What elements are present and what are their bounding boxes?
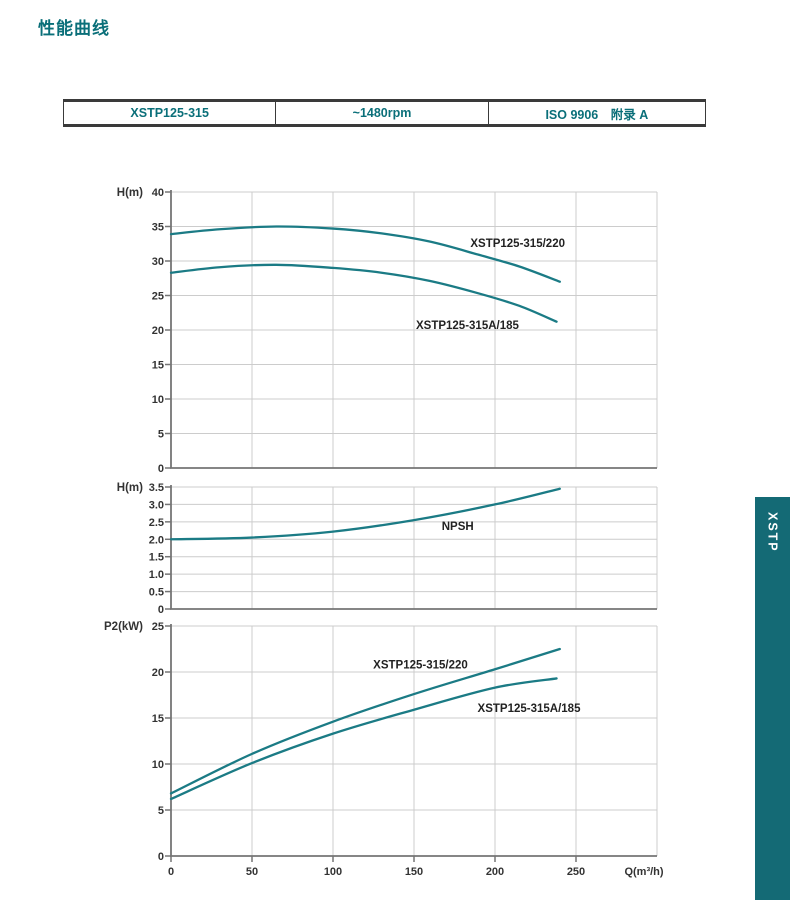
curve-label: NPSH [442, 521, 474, 533]
y-tick-label: 15 [152, 713, 164, 725]
x-tick-label: 0 [168, 866, 174, 878]
x-tick-label: 200 [486, 866, 504, 878]
y-tick-label: 0 [158, 604, 164, 616]
curve-XSTP125-315A/185 [169, 263, 558, 323]
y-tick-label: 1.5 [149, 552, 164, 564]
y-tick-label: 2.0 [149, 534, 164, 546]
y-tick-label: 5 [158, 429, 164, 441]
y-tick-label: 1.0 [149, 569, 164, 581]
y-tick-label: 0 [158, 851, 164, 863]
y-tick-label: 10 [152, 394, 164, 406]
y-tick-label: 5 [158, 805, 164, 817]
series-tab-label: XSTP [765, 512, 780, 553]
y-tick-label: 20 [152, 325, 164, 337]
curve-label: XSTP125-315/220 [373, 660, 468, 672]
y-tick-label: 15 [152, 360, 164, 372]
spec-table: XSTP125-315 ~1480rpm ISO 9906 附录 A [63, 99, 706, 127]
y-tick-label: 10 [152, 759, 164, 771]
y-tick-label: 40 [152, 187, 164, 199]
y-tick-label: 3.5 [149, 482, 164, 494]
x-axis-unit: Q(m³/h) [624, 866, 663, 878]
y-axis-unit: P2(kW) [104, 621, 143, 633]
curve-XSTP125-315A/185 [169, 677, 558, 801]
curve-NPSH [169, 487, 561, 541]
y-tick-label: 3.0 [149, 499, 164, 511]
y-tick-label: 0.5 [149, 587, 164, 599]
curve-XSTP125-315/220 [169, 225, 561, 283]
y-tick-label: 30 [152, 256, 164, 268]
y-tick-label: 20 [152, 667, 164, 679]
y-tick-label: 25 [152, 621, 164, 633]
spec-standard: ISO 9906 附录 A [487, 102, 705, 124]
x-tick-label: 250 [567, 866, 585, 878]
x-tick-label: 150 [405, 866, 423, 878]
y-tick-label: 2.5 [149, 517, 164, 529]
chart-2: 3.5 3.0 2.5 2.0 1.5 1.0 0.5 0 H(m) NPSH [117, 482, 658, 616]
curve-label: XSTP125-315A/185 [478, 703, 582, 715]
curve-label: XSTP125-315/220 [470, 238, 565, 250]
y-axis-unit: H(m) [117, 482, 143, 494]
x-tick-label: 100 [324, 866, 342, 878]
y-tick-label: 25 [152, 291, 164, 303]
spec-model: XSTP125-315 [130, 106, 209, 120]
series-tab-xstp: XSTP [755, 497, 790, 900]
chart-1: 40 35 30 25 20 15 10 5 0 H(m) XSTP125-315/220 XSTP1… [117, 187, 658, 475]
y-tick-label: 35 [152, 222, 164, 234]
spec-speed: ~1480rpm [275, 102, 487, 124]
x-tick-label: 50 [246, 866, 258, 878]
curve-label: XSTP125-315A/185 [416, 320, 520, 332]
curve-XSTP125-315/220 [169, 647, 561, 795]
y-axis-unit: H(m) [117, 187, 143, 199]
page-title: 性能曲线 [38, 19, 110, 38]
y-tick-label: 0 [158, 463, 164, 475]
